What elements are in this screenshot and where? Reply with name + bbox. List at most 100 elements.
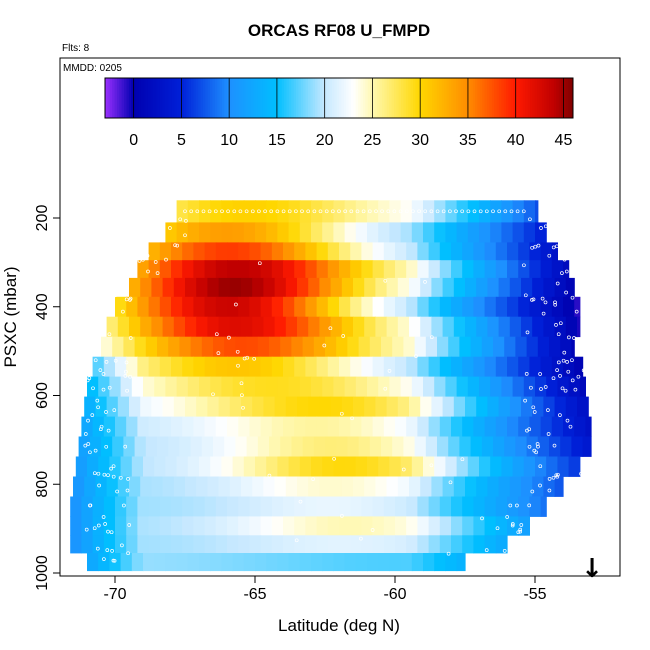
heatmap-cell [582,436,592,457]
heatmap-cell [129,476,141,497]
colorbar-tick-label: 40 [507,132,525,149]
heatmap-cell [266,222,278,243]
heatmap-cell [109,376,122,397]
colorbar-segment [479,78,483,118]
heatmap-cell [423,456,435,477]
sample-point [565,360,569,364]
heatmap-cell [238,356,250,378]
heatmap-cell [395,242,407,261]
sample-point [580,471,585,476]
heatmap-cell [369,336,382,358]
heatmap-cell [487,277,500,298]
heatmap-cell [479,222,491,243]
heatmap-cell [361,296,374,318]
heatmap-cell [274,396,287,417]
heatmap-cell [151,396,164,417]
heatmap-cell [235,336,248,358]
heatmap-cell [299,200,312,223]
heatmap-cell [344,553,357,572]
heatmap-cell [316,516,329,536]
colorbar-segment [267,78,271,118]
heatmap-cell [495,496,508,517]
colorbar-tick-label: 10 [220,132,238,149]
colorbar-segment [286,78,290,118]
heatmap-cell [120,456,133,477]
heatmap-cell [305,296,318,318]
heatmap-cell [504,336,516,358]
heatmap-cell [375,396,388,417]
heatmap-cell [339,516,351,536]
colorbar-segment [217,78,221,118]
sample-point [530,489,535,494]
heatmap-cell [327,535,340,554]
heatmap-cell [498,396,511,417]
heatmap-cell [182,242,194,261]
heatmap-cell [148,296,161,318]
heatmap-cell [137,296,150,318]
heatmap-cell [378,553,390,572]
heatmap-cell [406,516,418,536]
heatmap-cell [378,222,390,243]
heatmap-cell [456,222,469,243]
sample-point [106,428,111,433]
heatmap-cell [367,376,379,397]
heatmap-cell [140,476,152,497]
heatmap-cell [350,356,362,378]
sample-point [509,209,514,214]
heatmap-cell [437,336,449,358]
heatmap-cell [518,416,530,437]
heatmap-cell [204,296,217,318]
sample-point [137,245,142,250]
sample-point [377,302,382,307]
heatmap-cell [277,553,290,572]
heatmap-cell [462,242,474,261]
sample-point [414,354,418,358]
sample-point [164,257,168,262]
heatmap-cell [115,496,127,517]
sample-point [367,209,372,214]
heatmap-cell [381,436,393,457]
sample-point [558,374,562,378]
heatmap-cell [389,376,402,397]
sample-point [448,480,453,485]
heatmap-cell [266,376,278,397]
sample-point [83,368,88,373]
sample-point [581,233,586,238]
heatmap-cell [378,456,390,477]
heatmap-cell [585,416,592,437]
heatmap-cell [305,416,318,437]
colorbar-segment [360,78,364,118]
sample-point [239,381,244,386]
heatmap-cell [526,336,539,358]
heatmap-cell [81,496,94,517]
heatmap-cell [453,277,466,298]
heatmap-cell [487,476,500,497]
sample-point [380,209,384,214]
heatmap-cell [193,260,206,279]
colorbar-segment [188,78,192,118]
heatmap-cell [563,296,575,318]
heatmap-cell [143,456,155,477]
sample-point [104,410,108,414]
colorbar-segment [530,78,533,118]
heatmap-cell [199,456,211,477]
heatmap-cell [185,316,197,338]
heatmap-cell [213,436,225,457]
sample-point [120,543,124,548]
sample-point [466,209,471,214]
heatmap-cell [285,277,298,298]
sample-point [214,332,219,337]
heatmap-cell [518,296,530,318]
heatmap-cell [532,277,544,298]
sample-point [441,209,446,214]
heatmap-cell [355,376,368,397]
heatmap-cell [330,476,343,497]
sample-point [558,321,563,326]
heatmap-cell [350,260,362,279]
heatmap-cell [255,376,267,397]
heatmap-cell [235,436,248,457]
colorbar-segment [315,78,319,118]
heatmap-cell [439,496,452,517]
heatmap-cell [445,456,458,477]
heatmap-cell [535,222,547,243]
